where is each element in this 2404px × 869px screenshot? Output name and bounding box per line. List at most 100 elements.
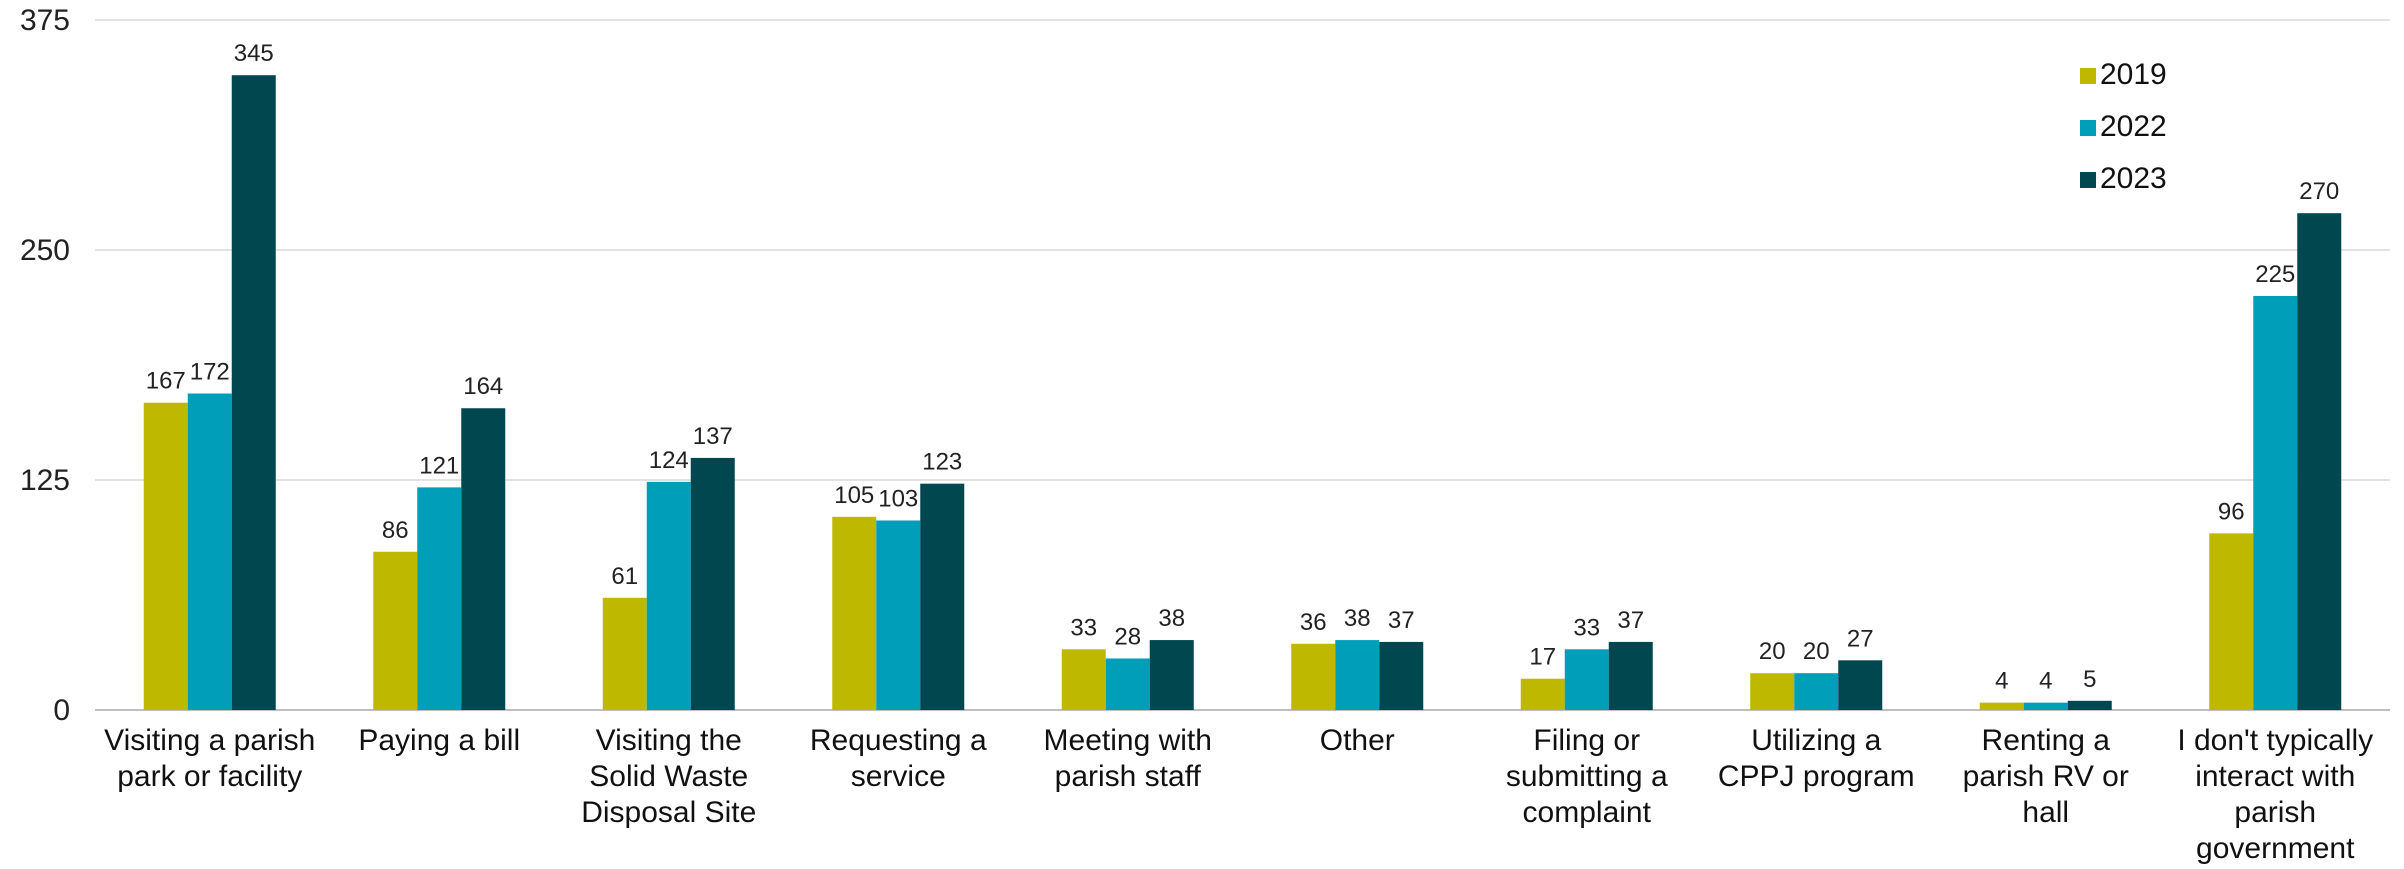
bar-2022 <box>2253 296 2298 710</box>
data-label: 124 <box>649 447 689 474</box>
category-label-line: Solid Waste <box>589 760 748 793</box>
category-label: Meeting with parish staff <box>1044 724 1212 793</box>
bar-2019 <box>1291 643 1336 710</box>
bar-2023 <box>690 457 735 710</box>
category-label-line: Utilizing a <box>1751 724 1881 757</box>
category-label-line: parish RV or <box>1963 760 2129 793</box>
category-label-line: Meeting with <box>1044 724 1212 757</box>
bar-2022 <box>1564 649 1609 710</box>
legend-label: 2022 <box>2100 110 2167 143</box>
category-label-line: parish <box>2234 796 2316 829</box>
data-label: 123 <box>922 449 962 476</box>
category-label: Paying a bill <box>358 724 520 757</box>
category-label-line: park or facility <box>117 760 302 793</box>
bar-2019 <box>602 597 647 710</box>
category-label-line: Visiting the <box>596 724 742 757</box>
bar-2023 <box>2297 213 2342 710</box>
bar-2019 <box>373 551 418 710</box>
bar-2022 <box>2023 702 2068 710</box>
data-label: 4 <box>2039 668 2052 695</box>
data-label: 5 <box>2083 666 2096 693</box>
bars <box>143 75 2342 710</box>
legend-swatch <box>2080 172 2096 188</box>
y-tick-label: 125 <box>20 464 70 497</box>
data-label: 137 <box>693 423 733 450</box>
y-axis-ticks: 0 125 250 375 <box>20 4 70 727</box>
data-label: 96 <box>2218 498 2245 525</box>
bar-2019 <box>1750 673 1795 710</box>
bar-2022 <box>187 393 232 710</box>
data-label: 121 <box>419 452 459 479</box>
data-label: 37 <box>1388 607 1415 634</box>
y-tick-label: 375 <box>20 4 70 37</box>
category-label-line: Filing or <box>1533 724 1640 757</box>
data-label: 225 <box>2255 261 2295 288</box>
data-label: 167 <box>146 368 186 395</box>
bar-2019 <box>1520 678 1565 710</box>
data-label: 103 <box>878 485 918 512</box>
x-axis-categories: Visiting a parish park or facility Paying … <box>104 724 2373 865</box>
data-label: 20 <box>1803 638 1830 665</box>
category-label-line: Requesting a <box>810 724 987 757</box>
legend-label: 2019 <box>2100 58 2167 91</box>
category-label-line: interact with <box>2195 760 2355 793</box>
bar-2023 <box>1149 640 1194 710</box>
data-label: 38 <box>1344 605 1371 632</box>
data-label: 27 <box>1847 625 1874 652</box>
legend-swatch <box>2080 120 2096 136</box>
bar-2022 <box>417 487 462 710</box>
bar-2023 <box>1379 641 1424 710</box>
category-label-line: Renting a <box>1982 724 2111 757</box>
bar-2023 <box>1838 660 1883 710</box>
bar-2022 <box>1105 658 1150 710</box>
category-label: Requesting a service <box>810 724 987 793</box>
category-label: Visiting the Solid Waste Disposal Site <box>581 724 756 829</box>
category-label-line: Paying a bill <box>358 724 520 757</box>
bar-2022 <box>1794 673 1839 710</box>
legend-label: 2023 <box>2100 162 2167 195</box>
category-label-line: CPPJ program <box>1718 760 1915 793</box>
bar-2023 <box>1608 641 1653 710</box>
bar-2022 <box>1335 640 1380 710</box>
legend: 2019 2022 2023 <box>2080 58 2167 195</box>
bar-2023 <box>461 408 506 710</box>
data-label: 20 <box>1759 638 1786 665</box>
y-tick-label: 250 <box>20 234 70 267</box>
category-label-line: Disposal Site <box>581 796 756 829</box>
data-label: 17 <box>1529 644 1556 671</box>
category-label-line: parish staff <box>1055 760 1202 793</box>
legend-swatch <box>2080 68 2096 84</box>
data-label: 4 <box>1995 668 2008 695</box>
category-label: I don't typically interact with parish gove… <box>2177 724 2373 865</box>
category-label-line: Other <box>1320 724 1395 757</box>
bar-2023 <box>231 75 276 710</box>
bar-2019 <box>2209 533 2254 710</box>
data-label: 86 <box>382 517 409 544</box>
data-label: 37 <box>1617 607 1644 634</box>
data-label: 33 <box>1070 614 1097 641</box>
bar-2023 <box>2067 700 2112 710</box>
bar-2022 <box>876 520 921 710</box>
category-label: Utilizing a CPPJ program <box>1718 724 1915 793</box>
category-label: Visiting a parish park or facility <box>104 724 315 793</box>
data-label: 345 <box>234 40 274 67</box>
data-label: 36 <box>1300 609 1327 636</box>
data-label: 270 <box>2299 178 2339 205</box>
bar-2019 <box>1979 702 2024 710</box>
data-label: 105 <box>834 482 874 509</box>
data-label: 164 <box>463 373 503 400</box>
category-label-line: government <box>2196 832 2355 865</box>
y-tick-label: 0 <box>53 694 70 727</box>
category-label: Other <box>1320 724 1395 757</box>
bar-2019 <box>832 516 877 710</box>
category-label-line: submitting a <box>1506 760 1668 793</box>
data-label: 61 <box>611 563 638 590</box>
category-label-line: I don't typically <box>2177 724 2373 757</box>
category-label: Renting a parish RV or hall <box>1963 724 2129 829</box>
bar-2023 <box>920 483 965 710</box>
data-label: 38 <box>1158 605 1185 632</box>
category-label-line: Visiting a parish <box>104 724 315 757</box>
category-label: Filing or submitting a complaint <box>1506 724 1668 829</box>
